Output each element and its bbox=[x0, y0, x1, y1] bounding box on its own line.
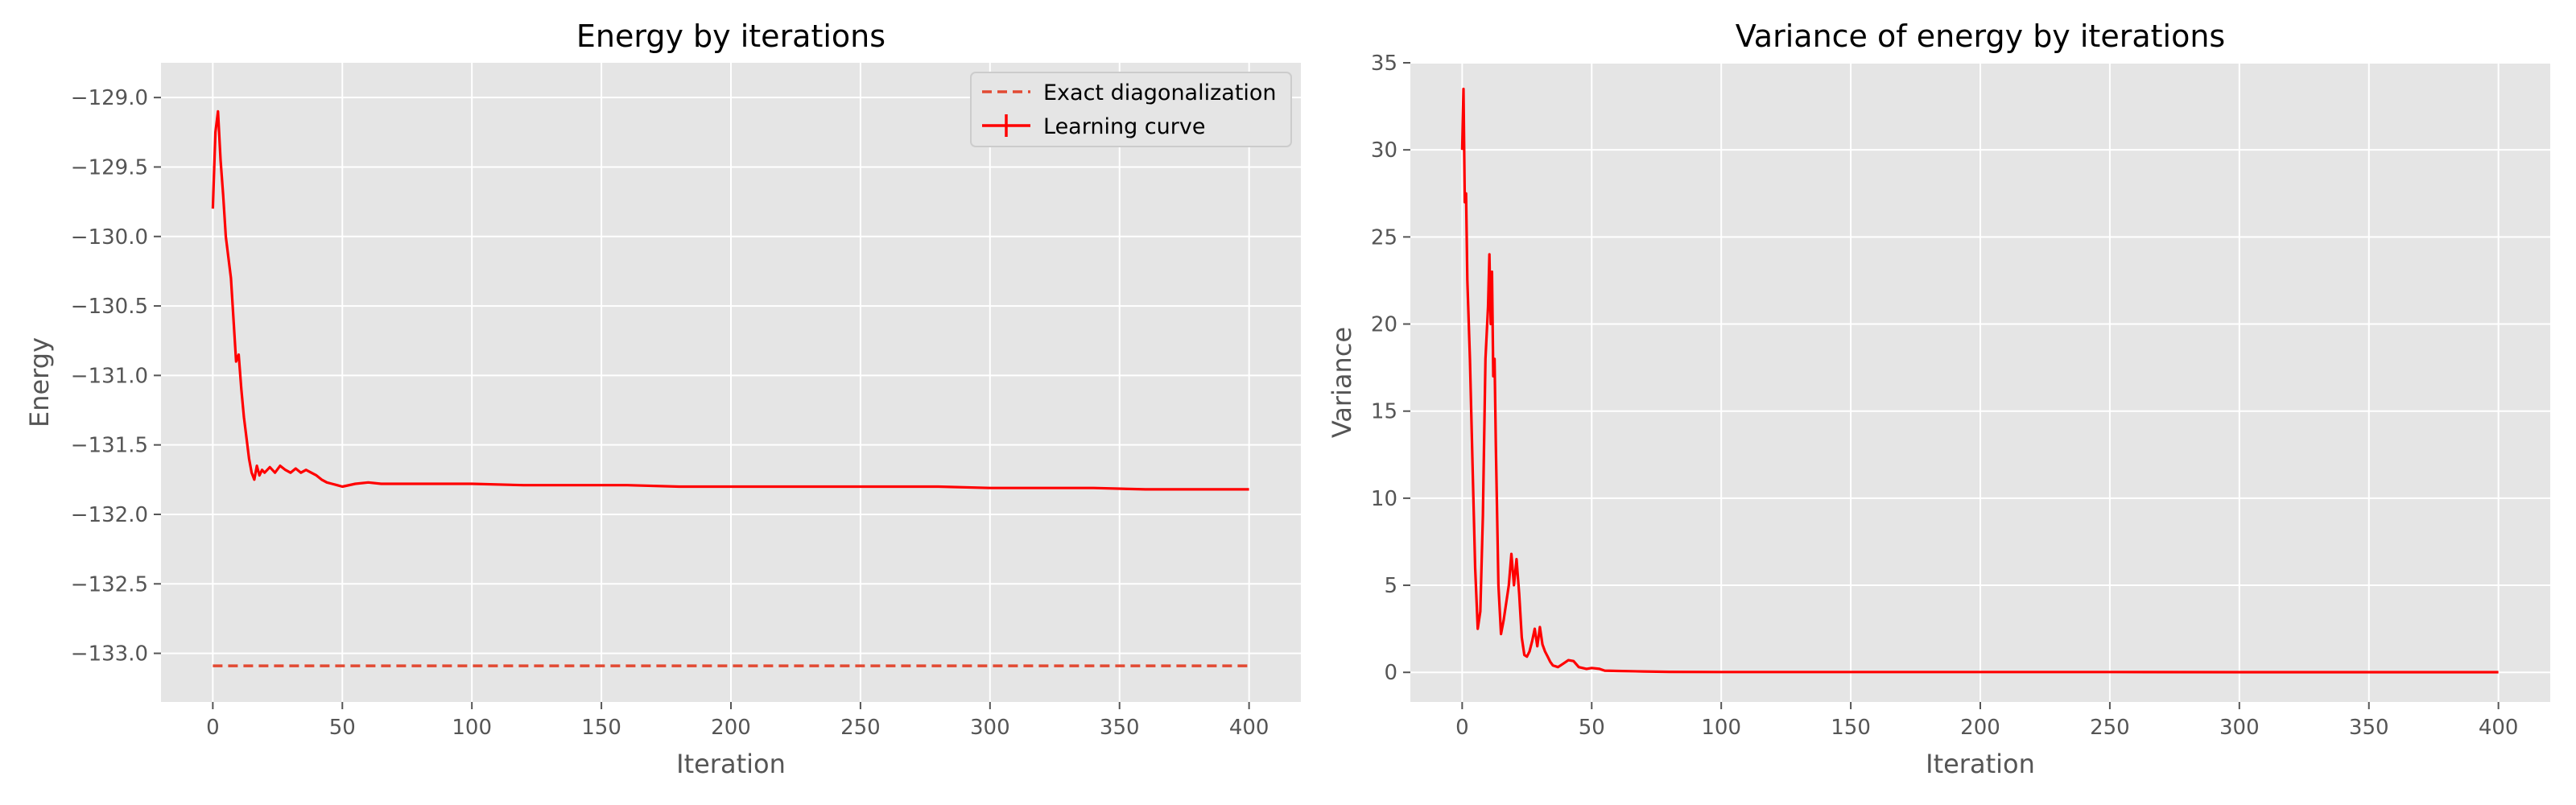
energy-chart-title: Energy by iterations bbox=[576, 19, 886, 54]
energy-y-axis-label: Energy bbox=[24, 337, 55, 427]
variance-x-tick-label: 200 bbox=[1960, 716, 2000, 740]
energy-series-learning-curve bbox=[211, 109, 1249, 491]
energy-x-tick-label: 250 bbox=[840, 716, 881, 740]
variance-x-axis-label: Iteration bbox=[1926, 749, 2035, 779]
variance-x-tick-label: 300 bbox=[2219, 716, 2260, 740]
energy-y-tick-label: −131.5 bbox=[71, 434, 148, 458]
legend-exact-diagonalization-label: Exact diagonalization bbox=[1043, 80, 1277, 105]
energy-y-tick-label: −133.0 bbox=[71, 642, 148, 667]
variance-x-tick-label: 100 bbox=[1701, 716, 1741, 740]
variance-ticks: 0 50 100 150 200 250 300 350 400 0 5 10 15 20 25 30 35 bbox=[1371, 52, 2519, 740]
energy-x-tick-label: 400 bbox=[1229, 716, 1269, 740]
energy-y-tick-label: −132.0 bbox=[71, 503, 148, 527]
variance-y-axis-label: Variance bbox=[1327, 327, 1357, 438]
variance-series-variance bbox=[1460, 87, 2499, 674]
energy-y-tick-label: −130.5 bbox=[71, 295, 148, 319]
energy-x-axis-label: Iteration bbox=[676, 749, 786, 779]
variance-y-tick-label: 15 bbox=[1371, 400, 1397, 424]
energy-gridlines bbox=[161, 63, 1301, 702]
variance-x-tick-label: 150 bbox=[1831, 716, 1871, 740]
energy-x-tick-label: 50 bbox=[329, 716, 356, 740]
energy-x-tick-label: 300 bbox=[970, 716, 1010, 740]
energy-x-tick-label: 150 bbox=[581, 716, 621, 740]
energy-legend-box bbox=[970, 72, 1292, 147]
variance-x-tick-label: 350 bbox=[2349, 716, 2389, 740]
energy-x-tick-label: 100 bbox=[452, 716, 492, 740]
energy-ticks: 0 50 100 150 200 250 300 350 400 −129.0 −129.5 −130… bbox=[71, 86, 1269, 740]
energy-y-tick-label: −129.5 bbox=[71, 155, 148, 180]
energy-x-tick-label: 0 bbox=[206, 716, 220, 740]
variance-y-tick-label: 25 bbox=[1371, 225, 1397, 250]
energy-chart: 0 50 100 150 200 250 300 350 400 −129.0 −129.5 −130… bbox=[24, 19, 1301, 779]
energy-y-tick-label: −131.0 bbox=[71, 364, 148, 388]
variance-x-tick-label: 250 bbox=[2090, 716, 2130, 740]
variance-y-tick-label: 0 bbox=[1384, 661, 1397, 685]
energy-y-tick-label: −132.5 bbox=[71, 572, 148, 597]
variance-chart: 0 50 100 150 200 250 300 350 400 0 5 10 15 20 25 30 35 V… bbox=[1327, 19, 2550, 779]
variance-y-tick-label: 35 bbox=[1371, 52, 1397, 76]
variance-series bbox=[1460, 87, 2499, 674]
legend-learning-curve-label: Learning curve bbox=[1043, 114, 1205, 139]
energy-legend: Exact diagonalization Learning curve bbox=[970, 72, 1292, 147]
variance-chart-title: Variance of energy by iterations bbox=[1736, 19, 2225, 54]
variance-y-tick-label: 20 bbox=[1371, 313, 1397, 337]
variance-x-tick-label: 50 bbox=[1579, 716, 1605, 740]
variance-y-tick-label: 30 bbox=[1371, 138, 1397, 163]
variance-x-tick-label: 400 bbox=[2479, 716, 2519, 740]
variance-x-tick-label: 0 bbox=[1455, 716, 1469, 740]
energy-y-tick-label: −130.0 bbox=[71, 225, 148, 250]
energy-series bbox=[211, 109, 1249, 667]
variance-y-tick-label: 5 bbox=[1384, 574, 1397, 598]
energy-x-tick-label: 350 bbox=[1100, 716, 1140, 740]
energy-x-tick-label: 200 bbox=[711, 716, 751, 740]
energy-y-tick-label: −129.0 bbox=[71, 86, 148, 110]
variance-y-tick-label: 10 bbox=[1371, 487, 1397, 511]
